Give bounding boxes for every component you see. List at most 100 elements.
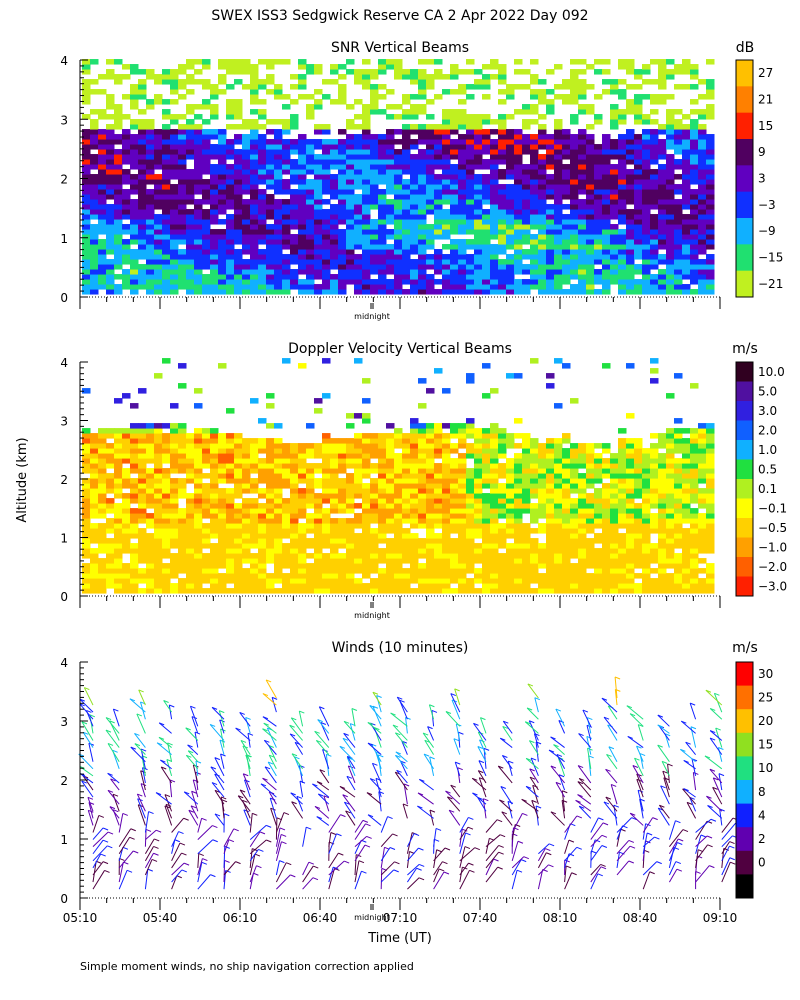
colorbar-swatch bbox=[736, 850, 753, 875]
colorbar-swatch bbox=[736, 165, 753, 193]
colorbar-swatch bbox=[736, 270, 753, 298]
wind-barbs-field bbox=[78, 676, 741, 890]
colorbar-swatch bbox=[736, 218, 753, 245]
y-tick-label: 3 bbox=[60, 415, 68, 429]
midnight-label: midnight bbox=[354, 913, 390, 922]
colorbar-label: 15 bbox=[758, 738, 773, 752]
colorbar-label: 0.5 bbox=[758, 462, 777, 476]
colorbar-label: 0.1 bbox=[758, 482, 777, 496]
colorbar-label: −0.5 bbox=[758, 521, 787, 535]
winds-panel: Winds (10 minutes) m/s bbox=[78, 640, 758, 890]
y-tick-label: 1 bbox=[60, 833, 68, 847]
colorbar-label: −9 bbox=[758, 224, 776, 238]
colorbar-label: −3 bbox=[758, 198, 776, 212]
y-tick-label: 2 bbox=[60, 473, 68, 487]
colorbar-swatch bbox=[736, 191, 753, 219]
y-tick-label: 1 bbox=[60, 532, 68, 546]
colorbar-swatch bbox=[736, 685, 753, 710]
snr-heatmap-field bbox=[82, 59, 715, 295]
x-tick-label: 05:10 bbox=[63, 911, 98, 925]
colorbar-swatch bbox=[736, 498, 753, 519]
y-tick-label: 1 bbox=[60, 232, 68, 246]
midnight-label: midnight bbox=[354, 312, 390, 321]
snr-panel: SNR Vertical Beams dB bbox=[82, 40, 754, 295]
colorbar-label: −21 bbox=[758, 277, 783, 291]
doppler-panel-title: Doppler Velocity Vertical Beams bbox=[288, 341, 512, 357]
y-tick-label: 0 bbox=[60, 892, 68, 906]
colorbar-label: 2 bbox=[758, 832, 766, 846]
colorbar-swatch bbox=[736, 381, 753, 402]
colorbar-swatch bbox=[736, 518, 753, 538]
y-axis-label: Altitude (km) bbox=[15, 437, 30, 522]
colorbar-label: −1.0 bbox=[758, 540, 787, 554]
y-tick-label: 2 bbox=[60, 774, 68, 788]
y-tick-label: 0 bbox=[60, 291, 68, 305]
colorbar-label: 20 bbox=[758, 714, 773, 728]
colorbar-label: 3.0 bbox=[758, 404, 777, 418]
colorbar-swatch bbox=[736, 803, 753, 828]
colorbar-label: 1.0 bbox=[758, 443, 777, 457]
midnight-label: midnight bbox=[354, 611, 390, 620]
winds-units-label: m/s bbox=[732, 640, 758, 656]
y-tick-label: 2 bbox=[60, 173, 68, 187]
x-tick-label: 08:40 bbox=[623, 911, 658, 925]
colorbar-swatch bbox=[736, 709, 753, 734]
x-tick-label: 09:10 bbox=[703, 911, 738, 925]
colorbar-swatch bbox=[736, 732, 753, 757]
y-tick-label: 0 bbox=[60, 590, 68, 604]
colorbar-swatch bbox=[736, 112, 753, 140]
colorbar-label: 3 bbox=[758, 172, 766, 186]
colorbar-label: 27 bbox=[758, 66, 773, 80]
footnote: Simple moment winds, no ship navigation … bbox=[80, 960, 414, 973]
doppler-panel: Doppler Velocity Vertical Beams m/s bbox=[82, 341, 758, 594]
colorbar-swatch bbox=[736, 827, 753, 852]
colorbar-label: 0 bbox=[758, 856, 766, 870]
colorbar-label: 4 bbox=[758, 808, 766, 822]
y-tick-label: 4 bbox=[60, 656, 68, 670]
y-tick-label: 3 bbox=[60, 113, 68, 127]
colorbar-swatch bbox=[736, 780, 753, 804]
snr-panel-title: SNR Vertical Beams bbox=[331, 40, 469, 56]
colorbar-label: −0.1 bbox=[758, 501, 787, 515]
colorbar-swatch bbox=[736, 874, 753, 899]
doppler-units-label: m/s bbox=[732, 341, 758, 357]
doppler-heatmap-field bbox=[82, 358, 715, 594]
colorbar-label: −15 bbox=[758, 251, 783, 265]
colorbar-swatch bbox=[736, 60, 753, 87]
x-tick-label: 06:40 bbox=[303, 911, 338, 925]
colorbar-swatch bbox=[736, 244, 753, 272]
x-tick-label: 07:40 bbox=[463, 911, 498, 925]
colorbar-swatch bbox=[736, 756, 753, 781]
y-tick-label: 3 bbox=[60, 715, 68, 729]
colorbar-swatch bbox=[736, 662, 753, 686]
axes-layer: 01234midnight27211593−3−9−15−2101234midn… bbox=[60, 54, 787, 925]
colorbar-swatch bbox=[736, 459, 753, 480]
colorbar-swatch bbox=[736, 576, 753, 597]
colorbar-label: 30 bbox=[758, 667, 773, 681]
colorbar-label: 10 bbox=[758, 761, 773, 775]
colorbar-label: 10.0 bbox=[758, 365, 785, 379]
colorbar-swatch bbox=[736, 537, 753, 558]
colorbar-label: 2.0 bbox=[758, 423, 777, 437]
colorbar-label: −3.0 bbox=[758, 579, 787, 593]
x-tick-label: 05:40 bbox=[143, 911, 178, 925]
colorbar-swatch bbox=[736, 420, 753, 441]
x-axis-label: Time (UT) bbox=[367, 931, 432, 946]
colorbar-label: 25 bbox=[758, 690, 773, 704]
winds-panel-title: Winds (10 minutes) bbox=[332, 640, 469, 656]
colorbar-label: 21 bbox=[758, 93, 773, 107]
y-tick-label: 4 bbox=[60, 54, 68, 68]
colorbar-label: −2.0 bbox=[758, 560, 787, 574]
colorbar-swatch bbox=[736, 440, 753, 460]
snr-units-label: dB bbox=[736, 40, 755, 56]
colorbar-swatch bbox=[736, 479, 753, 499]
y-tick-label: 4 bbox=[60, 356, 68, 370]
colorbar-swatch bbox=[736, 139, 753, 166]
colorbar-swatch bbox=[736, 401, 753, 421]
x-tick-label: 06:10 bbox=[223, 911, 258, 925]
colorbar-swatch bbox=[736, 557, 753, 577]
x-tick-label: 08:10 bbox=[543, 911, 578, 925]
colorbar-swatch bbox=[736, 86, 753, 114]
colorbar-swatch bbox=[736, 362, 753, 382]
